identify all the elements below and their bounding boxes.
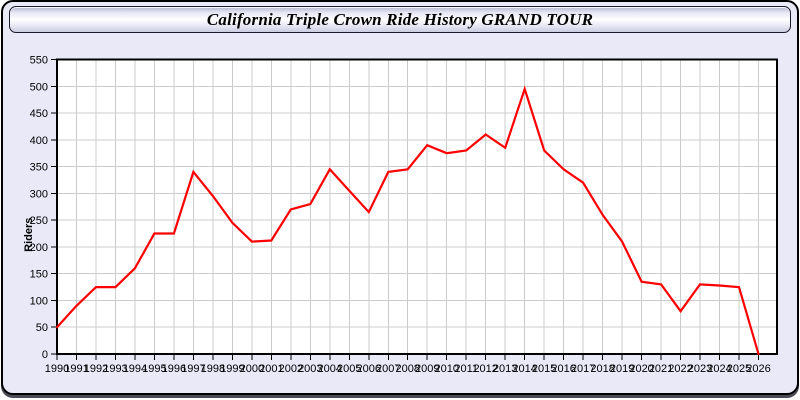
chart-title: California Triple Crown Ride History GRA… [206,10,594,29]
svg-text:100: 100 [30,295,48,307]
svg-text:2004: 2004 [318,363,342,375]
svg-text:350: 350 [30,162,48,174]
svg-text:2008: 2008 [396,363,420,375]
svg-text:400: 400 [30,135,48,147]
svg-text:200: 200 [30,242,48,254]
svg-text:50: 50 [36,322,48,334]
svg-text:2018: 2018 [590,363,614,375]
svg-text:150: 150 [30,269,48,281]
svg-text:2011: 2011 [454,363,478,375]
svg-text:2003: 2003 [298,363,322,375]
svg-text:2026: 2026 [746,363,770,375]
svg-text:2001: 2001 [259,363,283,375]
svg-text:550: 550 [30,55,48,67]
svg-text:2014: 2014 [512,363,536,375]
svg-text:1994: 1994 [123,363,147,375]
svg-text:500: 500 [30,81,48,93]
svg-text:2006: 2006 [357,363,381,375]
svg-text:1996: 1996 [162,363,186,375]
svg-text:2019: 2019 [610,363,634,375]
riders-line-series [55,85,760,356]
svg-text:2024: 2024 [707,363,731,375]
svg-text:1990: 1990 [45,363,69,375]
svg-text:2023: 2023 [688,363,712,375]
svg-text:1998: 1998 [201,363,225,375]
svg-text:1993: 1993 [103,363,127,375]
plot-border [56,58,778,355]
x-axis-tick-labels: 1990199119921993199419951996199719981999… [45,363,771,375]
svg-text:0: 0 [42,349,48,361]
axis-ticks [51,59,759,360]
svg-text:2007: 2007 [376,363,400,375]
y-axis-title: Riders [23,218,35,252]
svg-text:250: 250 [30,215,48,227]
svg-text:1995: 1995 [142,363,166,375]
svg-text:450: 450 [30,108,48,120]
svg-text:2013: 2013 [493,363,517,375]
svg-text:2015: 2015 [532,363,556,375]
svg-text:2016: 2016 [551,363,575,375]
svg-text:1992: 1992 [84,363,108,375]
svg-text:2020: 2020 [629,363,653,375]
svg-text:2021: 2021 [649,363,673,375]
plot-background [57,59,777,354]
svg-text:2025: 2025 [727,363,751,375]
svg-text:2009: 2009 [415,363,439,375]
ride-history-chart: 1990199119921993199419951996199719981999… [23,55,778,375]
svg-text:2000: 2000 [240,363,264,375]
svg-text:300: 300 [30,188,48,200]
svg-text:2002: 2002 [279,363,303,375]
svg-text:2022: 2022 [668,363,692,375]
svg-text:2012: 2012 [473,363,497,375]
svg-text:1997: 1997 [181,363,205,375]
svg-text:2010: 2010 [434,363,458,375]
plot-grid [57,59,777,354]
svg-text:1991: 1991 [64,363,88,375]
y-axis-tick-labels: 0 50 100 150 200 250 300 350 400 450 500 550 [30,55,48,362]
svg-text:1999: 1999 [220,363,244,375]
svg-text:2017: 2017 [571,363,595,375]
chart-title-bar: California Triple Crown Ride History GRA… [9,6,791,33]
svg-text:2005: 2005 [337,363,361,375]
